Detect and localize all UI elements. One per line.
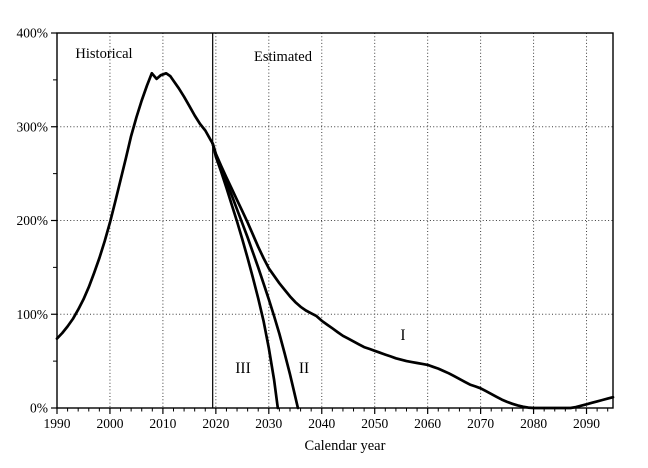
- curve-historical: [55, 71, 215, 340]
- x-tick-label-2040: 2040: [308, 416, 335, 431]
- x-tick-label-2060: 2060: [414, 416, 441, 431]
- curve-iii: [211, 142, 280, 410]
- scenario-iii-label: III: [235, 360, 251, 377]
- plot-frame: [56, 32, 614, 409]
- x-tick-label-2000: 2000: [96, 416, 123, 431]
- x-tick-label-2090: 2090: [573, 416, 600, 431]
- x-tick-label-2030: 2030: [255, 416, 282, 431]
- estimated-region-label: Estimated: [254, 49, 313, 65]
- curve-ii: [211, 142, 300, 410]
- x-tick-label-2080: 2080: [520, 416, 547, 431]
- scenario-ii-label: II: [299, 360, 309, 377]
- plot-border: [56, 32, 614, 409]
- x-tick-label-2010: 2010: [149, 416, 176, 431]
- y-tick-label-100: 100%: [17, 307, 49, 322]
- x-tick-label-2070: 2070: [467, 416, 494, 431]
- x-tick-label-2050: 2050: [361, 416, 388, 431]
- gridlines: [57, 33, 613, 408]
- y-tick-label-200: 200%: [17, 213, 49, 228]
- x-tick-label-2020: 2020: [202, 416, 229, 431]
- y-tick-label-400: 400%: [17, 26, 49, 41]
- x-axis-title: Calendar year: [305, 438, 386, 454]
- axis-ticks: [51, 32, 609, 414]
- curve-i: [211, 142, 615, 410]
- axis-tick-labels: 0% 100% 200% 300% 400% 1990 2000 2010 2020 2030 20…: [17, 26, 601, 432]
- data-series: [55, 71, 615, 410]
- y-tick-label-0: 0%: [30, 401, 48, 416]
- historical-region-label: Historical: [75, 46, 132, 62]
- scenario-i-label: I: [400, 327, 405, 344]
- x-tick-label-1990: 1990: [44, 416, 71, 431]
- y-tick-label-300: 300%: [17, 119, 49, 134]
